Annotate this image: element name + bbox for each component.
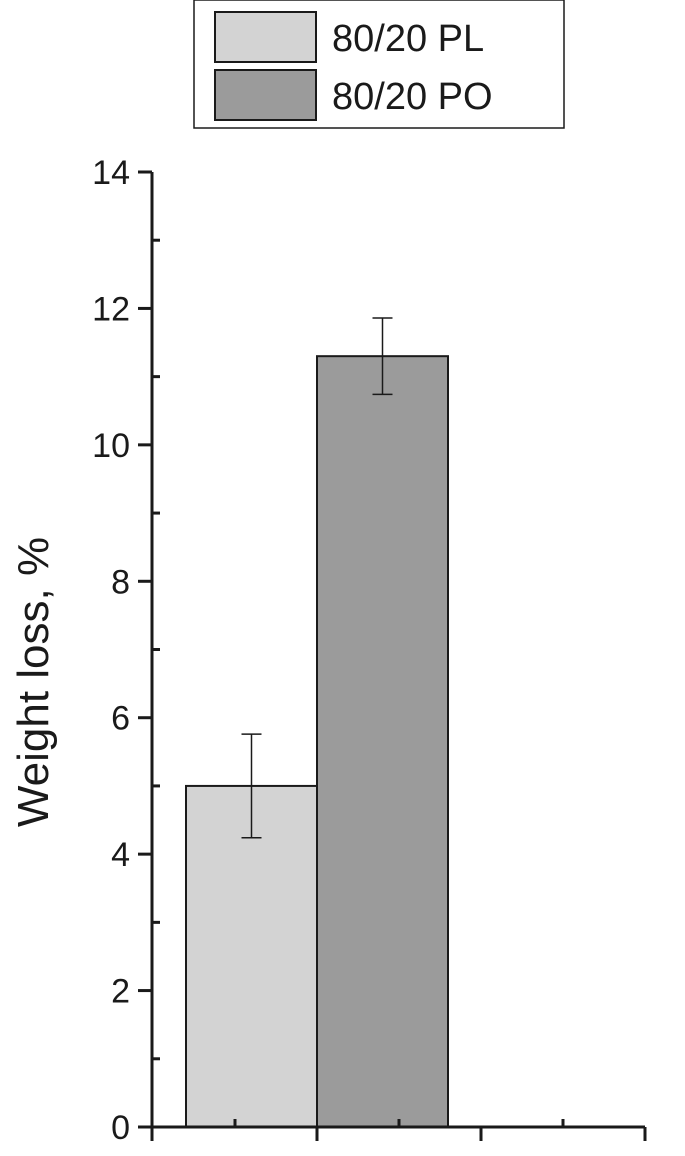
bar-po bbox=[316, 355, 449, 1128]
y-tick-label-0: 0 bbox=[111, 1109, 130, 1147]
plot-area: 0 2 4 6 8 10 12 14 bbox=[92, 154, 647, 1147]
y-tick-label-2: 2 bbox=[111, 973, 130, 1011]
legend-label-pl: 80/20 PL bbox=[332, 18, 484, 60]
y-tick-label-6: 6 bbox=[111, 700, 130, 738]
legend-swatch-po bbox=[214, 69, 317, 121]
y-tick-label-14: 14 bbox=[92, 154, 130, 192]
bar-pl bbox=[185, 784, 318, 1129]
legend: 80/20 PL 80/20 PO bbox=[193, 0, 565, 129]
legend-label-po: 80/20 PO bbox=[332, 76, 493, 118]
y-tick-label-12: 12 bbox=[92, 290, 130, 328]
y-axis-label: Weight loss, % bbox=[9, 537, 58, 827]
legend-swatch-pl bbox=[214, 11, 317, 63]
y-tick-label-4: 4 bbox=[111, 836, 130, 874]
y-tick-label-8: 8 bbox=[111, 563, 130, 601]
y-tick-label-10: 10 bbox=[92, 427, 130, 465]
